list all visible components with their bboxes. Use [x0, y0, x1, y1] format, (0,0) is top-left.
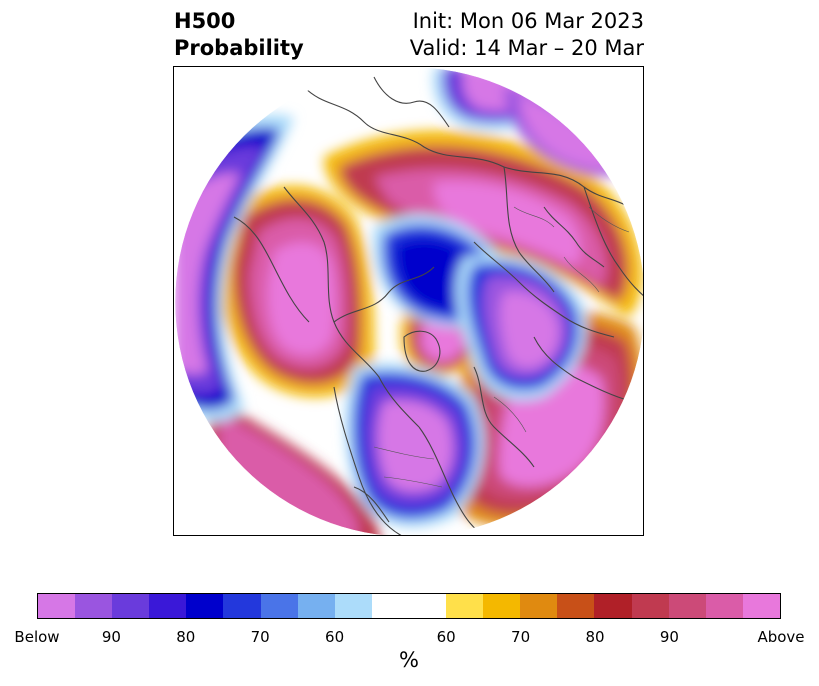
colorbar-tick-label: 70	[250, 628, 270, 646]
colorbar-tick-label: 80	[585, 628, 605, 646]
colorbar-swatch	[594, 594, 632, 618]
colorbar-swatch	[38, 594, 76, 618]
borders	[373, 206, 630, 488]
init-date: Init: Mon 06 Mar 2023	[412, 9, 644, 33]
colorbar-swatch	[742, 594, 780, 618]
map-title: H500 Probability	[174, 8, 304, 62]
colorbar-swatch	[371, 594, 447, 618]
map-canvas	[174, 67, 643, 535]
below-anomaly-north-pacific	[175, 114, 294, 422]
title-line-1: H500	[174, 9, 236, 33]
below-anomaly-north-america	[344, 363, 485, 528]
colorbar-swatch	[668, 594, 706, 618]
colorbar-tick-label: Above	[757, 628, 805, 646]
colorbar-swatch	[149, 594, 187, 618]
colorbar-swatch	[75, 594, 113, 618]
colorbar-swatch	[705, 594, 743, 618]
colorbar-tick-label: 60	[436, 628, 456, 646]
colorbar-swatch	[631, 594, 669, 618]
above-anomaly-pacific-south	[204, 397, 381, 535]
colorbar-swatch	[334, 594, 372, 618]
title-line-2: Probability	[174, 36, 304, 60]
colorbar-swatch	[223, 594, 261, 618]
colorbar-tick-label: 90	[659, 628, 679, 646]
above-anomaly-alaska-arctic	[218, 185, 374, 397]
colorbar-swatch	[260, 594, 298, 618]
colorbar-tick-label: 60	[325, 628, 345, 646]
colorbar-tick-label: 80	[176, 628, 196, 646]
colorbar-swatch	[112, 594, 150, 618]
colorbar-swatch	[186, 594, 224, 618]
colorbar-tick-label: Below	[14, 628, 60, 646]
colorbar-swatch	[520, 594, 558, 618]
date-info: Init: Mon 06 Mar 2023 Valid: 14 Mar – 20…	[410, 8, 644, 62]
units-label: %	[399, 648, 419, 672]
colorbar-tick-label: 90	[101, 628, 121, 646]
colorbar-swatch	[557, 594, 595, 618]
colorbar-tick-label: 70	[511, 628, 531, 646]
colorbar-swatch	[297, 594, 335, 618]
colorbar	[37, 593, 781, 619]
colorbar-swatch	[446, 594, 484, 618]
above-anomaly-eurasia	[324, 130, 643, 317]
colorbar-swatch	[483, 594, 521, 618]
valid-range: Valid: 14 Mar – 20 Mar	[409, 36, 644, 60]
map-panel	[173, 66, 644, 536]
